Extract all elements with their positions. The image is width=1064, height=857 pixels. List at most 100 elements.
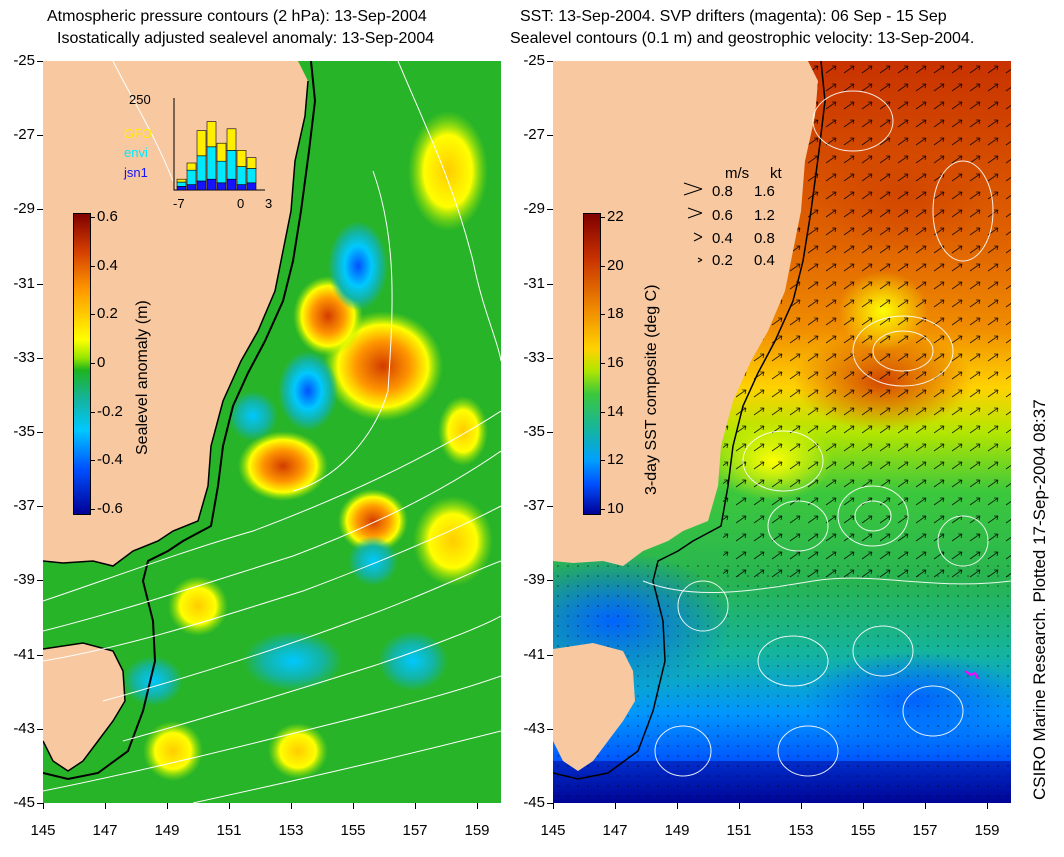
right-lat-tick-8	[547, 654, 553, 656]
inset-bar-5-envi	[226, 150, 237, 180]
sst-colorbar-tick-5: 12	[607, 451, 624, 469]
left-lon-label-7: 159	[464, 822, 490, 839]
left-lat-label-0: -25	[13, 52, 35, 69]
sealevel-colorbar	[73, 213, 91, 515]
sst-colorbar-tick-2: 18	[607, 305, 624, 323]
right-title-line1: SST: 13-Sep-2004. SVP drifters (magenta)…	[520, 8, 947, 25]
sealevel-colorbar-tick-0: 0.6	[97, 208, 118, 225]
left-lon-tick-2	[167, 803, 168, 809]
right-lon-tick-2	[677, 803, 678, 809]
inset-bar-6-jsn1	[236, 184, 247, 191]
speed-legend-arrows	[683, 182, 703, 263]
left-lat-tick-6	[37, 506, 43, 508]
inset-bar-0-gfo	[176, 178, 187, 183]
legend-gfo: GFO	[124, 126, 153, 141]
right-lon-tick-5	[863, 803, 864, 809]
right-lat-tick-10	[547, 803, 553, 804]
left-lat-tick-2	[37, 209, 43, 211]
left-lat-label-10: -45	[13, 794, 35, 811]
left-lon-label-0: 145	[30, 822, 56, 839]
right-lon-label-4: 153	[788, 822, 814, 839]
right-lat-label-0: -25	[523, 52, 545, 69]
sst-colorbar-label: 3-day SST composite (deg C)	[643, 284, 660, 495]
right-lat-label-1: -27	[523, 126, 545, 144]
inset-bar-2-envi	[196, 155, 207, 182]
inset-bar-6-gfo	[236, 150, 247, 167]
sst-colorbar-tick-4: 14	[607, 402, 624, 420]
inset-bar-4-envi	[216, 160, 227, 184]
right-lon-label-5: 155	[850, 822, 876, 839]
sst-colorbar-tickmark-3	[601, 363, 605, 364]
speed-row-1-kt: 1.2	[754, 207, 775, 224]
right-lon-label-2: 149	[664, 822, 690, 839]
left-lat-label-6: -37	[13, 497, 35, 515]
left-lat-label-1: -27	[13, 126, 35, 144]
right-lon-label-6: 157	[912, 822, 938, 839]
left-lon-tick-4	[291, 803, 292, 809]
left-lat-tick-5	[37, 432, 43, 433]
left-lat-tick-9	[37, 728, 43, 730]
left-lon-label-6: 157	[402, 822, 428, 839]
right-lat-tick-7	[547, 580, 553, 582]
left-lon-label-5: 155	[340, 822, 366, 839]
right-lon-tick-3	[739, 803, 740, 809]
left-lon-tick-3	[229, 803, 230, 809]
sealevel-colorbar-tick-4: -0.2	[97, 402, 123, 420]
inset-bar-0-envi	[176, 181, 187, 187]
sealevel-colorbar-tick-3: 0	[97, 354, 106, 371]
right-lat-label-6: -37	[523, 497, 545, 515]
speed-row-0-ms: 0.8	[712, 183, 733, 200]
sst-colorbar-tickmark-4	[601, 411, 605, 413]
right-lat-tick-1	[547, 135, 553, 137]
right-lat-label-7: -39	[523, 571, 545, 589]
speed-row-1-ms: 0.6	[712, 207, 733, 224]
inset-bar-7-envi	[246, 168, 257, 184]
speed-legend: m/s kt 0.8 1.6 0.6 1.2 0.4 0.8 0.2 0.4	[680, 165, 782, 269]
inset-ymax-label: 250	[129, 92, 151, 107]
inset-bar-2-jsn1	[196, 180, 207, 191]
right-lat-label-2: -29	[523, 200, 545, 218]
speed-row-3-kt: 0.4	[754, 252, 775, 269]
sst-map-svg	[553, 61, 1011, 803]
speed-row-0-kt: 1.6	[754, 183, 775, 200]
inset-xtick-0: -7	[173, 196, 185, 211]
sealevel-colorbar-tick-1: 0.4	[97, 256, 118, 274]
sst-colorbar-tickmark-0	[601, 217, 605, 218]
inset-bar-7-jsn1	[246, 182, 257, 191]
sealevel-colorbar-tickmark-1	[91, 265, 95, 267]
inset-bar-5-jsn1	[226, 178, 237, 191]
right-lat-label-3: -31	[523, 274, 545, 292]
sealevel-colorbar-tick-5: -0.4	[97, 451, 123, 469]
left-lat-label-2: -29	[13, 200, 35, 218]
left-title-line1: Atmospheric pressure contours (2 hPa): 1…	[47, 8, 427, 25]
sst-colorbar-tick-1: 20	[607, 256, 624, 274]
sealevel-colorbar-tickmark-0	[91, 217, 95, 218]
sst-colorbar	[583, 213, 601, 515]
inset-bar-1-gfo	[186, 162, 197, 171]
inset-histogram-svg	[173, 98, 265, 191]
sst-colorbar-tickmark-5	[601, 460, 605, 462]
left-lon-tick-6	[415, 803, 416, 809]
inset-bar-5-gfo	[226, 128, 237, 151]
left-lat-label-8: -41	[13, 645, 35, 663]
sealevel-colorbar-tickmark-5	[91, 460, 95, 462]
right-lon-tick-1	[615, 803, 616, 809]
sealevel-colorbar-label: Sealevel anomaly (m)	[134, 300, 151, 455]
left-lon-label-4: 153	[278, 822, 304, 839]
left-lon-tick-7	[477, 803, 478, 809]
left-lat-tick-3	[37, 283, 43, 285]
credit-text: CSIRO Marine Research. Plotted 17-Sep-20…	[1030, 399, 1049, 800]
left-lon-label-3: 151	[216, 822, 242, 839]
speed-row-2-ms: 0.4	[712, 230, 733, 247]
inset-bar-3-envi	[206, 146, 217, 180]
left-lat-label-9: -43	[13, 719, 35, 737]
speed-legend-header-ms: m/s	[725, 165, 750, 182]
right-lat-label-4: -33	[523, 348, 545, 366]
sst-colorbar-tickmark-2	[601, 314, 605, 316]
right-lon-tick-4	[801, 803, 802, 809]
inset-xtick-1: 0	[237, 196, 245, 211]
right-lat-tick-6	[547, 506, 553, 508]
left-lat-label-7: -39	[13, 571, 35, 589]
sst-colorbar-tickmark-6	[601, 509, 605, 510]
right-lat-tick-2	[547, 209, 553, 211]
